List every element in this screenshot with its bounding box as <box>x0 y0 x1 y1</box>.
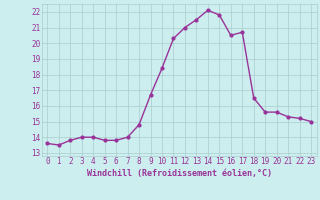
X-axis label: Windchill (Refroidissement éolien,°C): Windchill (Refroidissement éolien,°C) <box>87 169 272 178</box>
